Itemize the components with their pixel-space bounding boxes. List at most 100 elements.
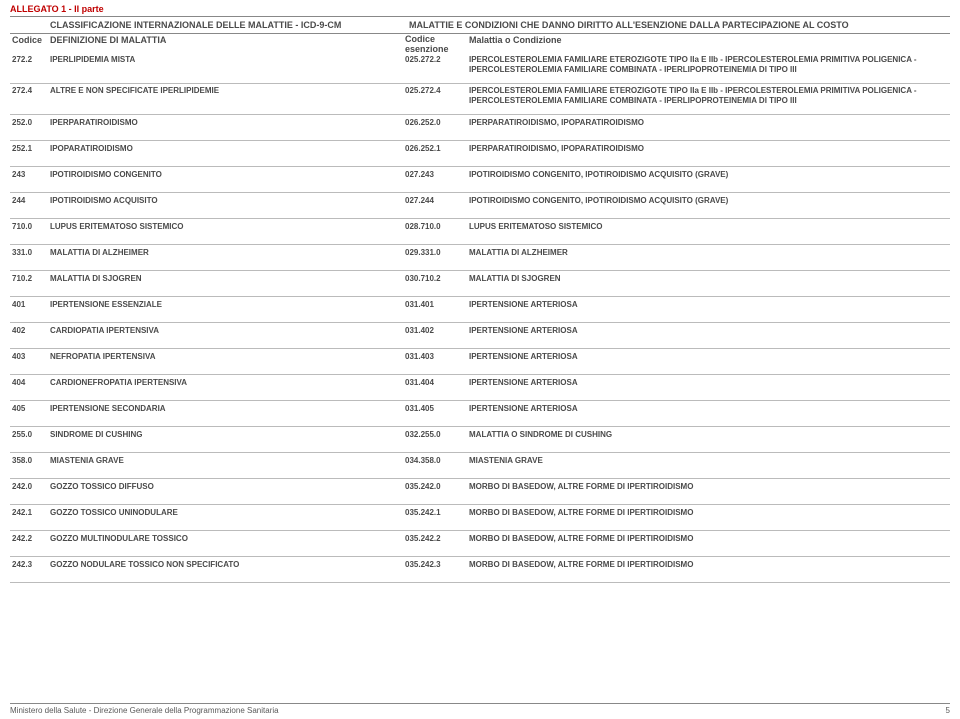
cell-c1: 242.0 xyxy=(10,482,50,491)
cell-c4: LUPUS ERITEMATOSO SISTEMICO xyxy=(465,222,950,232)
cell-c2: LUPUS ERITEMATOSO SISTEMICO xyxy=(50,222,405,231)
cell-c2: IPOPARATIROIDISMO xyxy=(50,144,405,153)
col-condizione: Malattia o Condizione xyxy=(465,35,950,55)
footer: Ministero della Salute - Direzione Gener… xyxy=(10,703,950,715)
cell-c4: IPERCOLESTEROLEMIA FAMILIARE ETEROZIGOTE… xyxy=(465,86,950,106)
cell-c3: 035.242.1 xyxy=(405,508,465,517)
table-row: 710.0LUPUS ERITEMATOSO SISTEMICO028.710.… xyxy=(10,219,950,245)
table-body: 272.2IPERLIPIDEMIA MISTA025.272.2IPERCOL… xyxy=(10,55,950,583)
table-row: 242.3GOZZO NODULARE TOSSICO NON SPECIFIC… xyxy=(10,557,950,583)
cell-c2: IPOTIROIDISMO CONGENITO xyxy=(50,170,405,179)
col-codice: Codice xyxy=(10,35,50,55)
cell-c2: IPERTENSIONE ESSENZIALE xyxy=(50,300,405,309)
header-left: CLASSIFICAZIONE INTERNAZIONALE DELLE MAL… xyxy=(10,17,405,33)
cell-c2: CARDIONEFROPATIA IPERTENSIVA xyxy=(50,378,405,387)
cell-c3: 027.243 xyxy=(405,170,465,179)
cell-c1: 242.1 xyxy=(10,508,50,517)
cell-c4: MORBO DI BASEDOW, ALTRE FORME DI IPERTIR… xyxy=(465,560,950,570)
cell-c3: 027.244 xyxy=(405,196,465,205)
cell-c2: CARDIOPATIA IPERTENSIVA xyxy=(50,326,405,335)
table-row: 358.0MIASTENIA GRAVE034.358.0MIASTENIA G… xyxy=(10,453,950,479)
cell-c3: 031.403 xyxy=(405,352,465,361)
cell-c3: 031.404 xyxy=(405,378,465,387)
cell-c2: IPOTIROIDISMO ACQUISITO xyxy=(50,196,405,205)
col-codice-esenzione: Codice esenzione xyxy=(405,35,465,55)
cell-c3: 025.272.2 xyxy=(405,55,465,64)
cell-c2: MIASTENIA GRAVE xyxy=(50,456,405,465)
table-row: 404CARDIONEFROPATIA IPERTENSIVA031.404IP… xyxy=(10,375,950,401)
cell-c4: IPERTENSIONE ARTERIOSA xyxy=(465,378,950,388)
cell-c4: IPERTENSIONE ARTERIOSA xyxy=(465,300,950,310)
cell-c2: GOZZO MULTINODULARE TOSSICO xyxy=(50,534,405,543)
allegato-label: ALLEGATO 1 - II parte xyxy=(10,4,950,14)
table-row: 252.0IPERPARATIROIDISMO026.252.0IPERPARA… xyxy=(10,115,950,141)
cell-c3: 030.710.2 xyxy=(405,274,465,283)
cell-c2: MALATTIA DI SJOGREN xyxy=(50,274,405,283)
cell-c2: IPERLIPIDEMIA MISTA xyxy=(50,55,405,64)
cell-c1: 403 xyxy=(10,352,50,361)
footer-left: Ministero della Salute - Direzione Gener… xyxy=(10,706,279,715)
table-row: 272.2IPERLIPIDEMIA MISTA025.272.2IPERCOL… xyxy=(10,55,950,84)
cell-c1: 401 xyxy=(10,300,50,309)
cell-c2: IPERTENSIONE SECONDARIA xyxy=(50,404,405,413)
cell-c3: 026.252.0 xyxy=(405,118,465,127)
cell-c1: 331.0 xyxy=(10,248,50,257)
cell-c4: IPERPARATIROIDISMO, IPOPARATIROIDISMO xyxy=(465,118,950,128)
page-content: ALLEGATO 1 - II parte CLASSIFICAZIONE IN… xyxy=(0,0,960,583)
cell-c3: 035.242.0 xyxy=(405,482,465,491)
column-headers: Codice DEFINIZIONE DI MALATTIA Codice es… xyxy=(10,34,950,55)
cell-c1: 242.3 xyxy=(10,560,50,569)
cell-c4: MORBO DI BASEDOW, ALTRE FORME DI IPERTIR… xyxy=(465,482,950,492)
cell-c3: 035.242.2 xyxy=(405,534,465,543)
cell-c3: 031.402 xyxy=(405,326,465,335)
cell-c1: 272.4 xyxy=(10,86,50,95)
cell-c1: 252.1 xyxy=(10,144,50,153)
cell-c1: 402 xyxy=(10,326,50,335)
cell-c4: MORBO DI BASEDOW, ALTRE FORME DI IPERTIR… xyxy=(465,508,950,518)
cell-c2: GOZZO TOSSICO UNINODULARE xyxy=(50,508,405,517)
table-row: 252.1IPOPARATIROIDISMO026.252.1IPERPARAT… xyxy=(10,141,950,167)
cell-c3: 034.358.0 xyxy=(405,456,465,465)
cell-c4: IPOTIROIDISMO CONGENITO, IPOTIROIDISMO A… xyxy=(465,196,950,206)
table-row: 402CARDIOPATIA IPERTENSIVA031.402IPERTEN… xyxy=(10,323,950,349)
cell-c1: 710.0 xyxy=(10,222,50,231)
cell-c1: 252.0 xyxy=(10,118,50,127)
cell-c3: 031.405 xyxy=(405,404,465,413)
cell-c2: GOZZO NODULARE TOSSICO NON SPECIFICATO xyxy=(50,560,405,569)
table-row: 710.2MALATTIA DI SJOGREN030.710.2MALATTI… xyxy=(10,271,950,297)
table-row: 403NEFROPATIA IPERTENSIVA031.403IPERTENS… xyxy=(10,349,950,375)
table-row: 255.0SINDROME DI CUSHING032.255.0MALATTI… xyxy=(10,427,950,453)
cell-c4: MALATTIA O SINDROME DI CUSHING xyxy=(465,430,950,440)
cell-c1: 243 xyxy=(10,170,50,179)
table-row: 244IPOTIROIDISMO ACQUISITO027.244IPOTIRO… xyxy=(10,193,950,219)
cell-c1: 272.2 xyxy=(10,55,50,64)
cell-c4: IPERCOLESTEROLEMIA FAMILIARE ETEROZIGOTE… xyxy=(465,55,950,75)
cell-c2: SINDROME DI CUSHING xyxy=(50,430,405,439)
cell-c1: 255.0 xyxy=(10,430,50,439)
cell-c1: 244 xyxy=(10,196,50,205)
col-definizione: DEFINIZIONE DI MALATTIA xyxy=(50,35,405,55)
cell-c1: 242.2 xyxy=(10,534,50,543)
footer-page-number: 5 xyxy=(946,706,950,715)
cell-c4: MALATTIA DI ALZHEIMER xyxy=(465,248,950,258)
cell-c4: MIASTENIA GRAVE xyxy=(465,456,950,466)
cell-c4: IPERTENSIONE ARTERIOSA xyxy=(465,326,950,336)
header-row: CLASSIFICAZIONE INTERNAZIONALE DELLE MAL… xyxy=(10,16,950,34)
cell-c4: IPERTENSIONE ARTERIOSA xyxy=(465,404,950,414)
cell-c2: MALATTIA DI ALZHEIMER xyxy=(50,248,405,257)
cell-c2: NEFROPATIA IPERTENSIVA xyxy=(50,352,405,361)
cell-c3: 028.710.0 xyxy=(405,222,465,231)
col-codice2-line2: esenzione xyxy=(405,44,449,54)
col-codice2-line1: Codice xyxy=(405,34,435,44)
cell-c4: MALATTIA DI SJOGREN xyxy=(465,274,950,284)
cell-c1: 358.0 xyxy=(10,456,50,465)
cell-c3: 031.401 xyxy=(405,300,465,309)
cell-c1: 404 xyxy=(10,378,50,387)
table-row: 401IPERTENSIONE ESSENZIALE031.401IPERTEN… xyxy=(10,297,950,323)
cell-c3: 032.255.0 xyxy=(405,430,465,439)
header-right: MALATTIE E CONDIZIONI CHE DANNO DIRITTO … xyxy=(405,17,950,33)
table-row: 242.0GOZZO TOSSICO DIFFUSO035.242.0MORBO… xyxy=(10,479,950,505)
cell-c3: 035.242.3 xyxy=(405,560,465,569)
cell-c2: GOZZO TOSSICO DIFFUSO xyxy=(50,482,405,491)
cell-c4: MORBO DI BASEDOW, ALTRE FORME DI IPERTIR… xyxy=(465,534,950,544)
